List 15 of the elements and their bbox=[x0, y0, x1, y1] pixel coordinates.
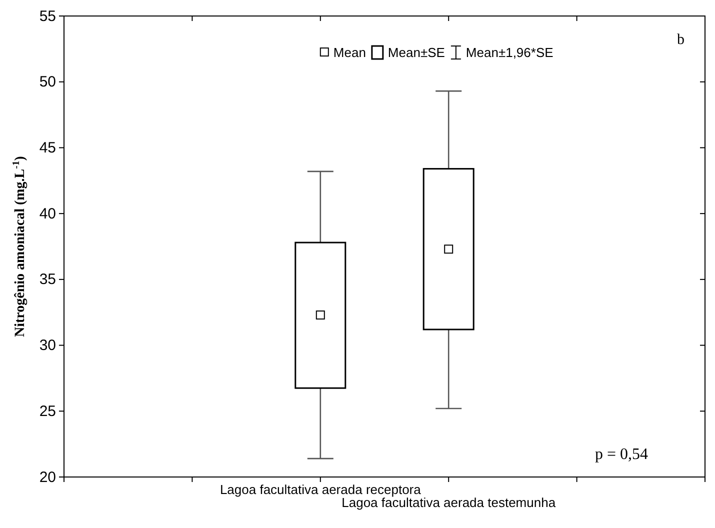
y-tick-label: 30 bbox=[39, 337, 56, 354]
y-tick-label: 35 bbox=[39, 271, 56, 288]
x-tick-label: Lagoa facultativa aerada receptora bbox=[220, 482, 422, 498]
annotation: b bbox=[677, 32, 684, 48]
annotation: Mean±SE bbox=[388, 45, 446, 60]
x-tick-label: Lagoa facultativa aerada testemunha bbox=[342, 495, 556, 510]
y-tick-label: 50 bbox=[39, 74, 56, 91]
y-tick-label: 40 bbox=[39, 205, 56, 222]
annotation: p = 0,54 bbox=[595, 446, 648, 463]
y-tick-label: 25 bbox=[39, 402, 56, 420]
y-tick-label: 45 bbox=[39, 140, 56, 157]
y-tick-label: 20 bbox=[39, 468, 56, 486]
annotation: Mean±1,96*SE bbox=[466, 45, 554, 60]
y-tick-label: 55 bbox=[39, 8, 56, 25]
annotation: Mean bbox=[333, 45, 366, 60]
